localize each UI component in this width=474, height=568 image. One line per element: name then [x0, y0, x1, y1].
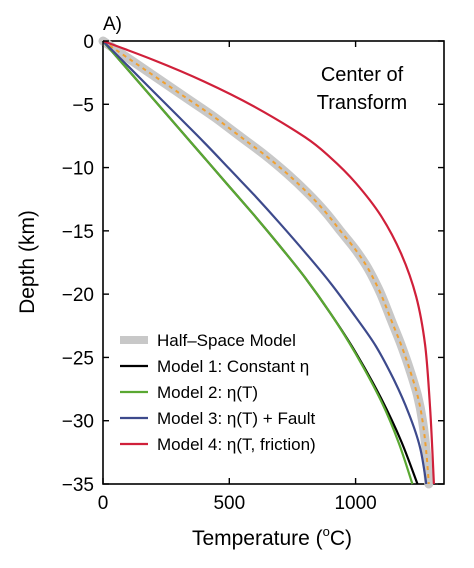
y-tick-label: −5	[72, 95, 94, 116]
y-tick-label: −10	[62, 159, 94, 180]
x-axis-label-end: C)	[330, 527, 352, 550]
annotation-line-2: Transform	[317, 92, 407, 114]
legend-label: Model 3: η(T) + Fault	[157, 409, 316, 428]
axis-ticks: 0 500 1000 0 −5 −10 −15 −20 −25 −30 −35	[62, 32, 444, 514]
y-tick-label: 0	[83, 32, 94, 53]
y-tick-label: −35	[62, 475, 94, 496]
x-axis-label: Temperature (oC)	[192, 524, 352, 550]
legend-label: Half–Space Model	[157, 331, 296, 350]
x-tick-label: 1000	[334, 493, 376, 514]
series-line-model-4	[102, 39, 435, 485]
series-line-half-space-dash	[102, 40, 430, 485]
y-tick-label: −30	[62, 412, 94, 433]
panel-label: A)	[103, 14, 122, 35]
y-tick-label: −20	[62, 285, 94, 306]
annotation-line-1: Center of	[321, 64, 404, 86]
curves	[98, 36, 435, 489]
x-tick-label: 0	[98, 493, 109, 514]
x-axis-label-main: Temperature (	[192, 527, 323, 550]
legend-label: Model 4: η(T, friction)	[157, 435, 316, 454]
x-tick-label: 500	[213, 493, 245, 514]
y-axis-label: Depth (km)	[16, 210, 39, 314]
plot-frame	[102, 40, 445, 485]
legend-label: Model 2: η(T)	[157, 383, 258, 402]
legend: Half–Space Model Model 1: Constant η Model…	[120, 331, 316, 454]
x-axis-label-sup: o	[323, 524, 330, 539]
legend-label: Model 1: Constant η	[157, 357, 309, 376]
series-line-model-2	[102, 40, 414, 485]
y-tick-label: −25	[62, 348, 94, 369]
series-line-model-3	[102, 40, 428, 485]
y-tick-label: −15	[62, 222, 94, 243]
